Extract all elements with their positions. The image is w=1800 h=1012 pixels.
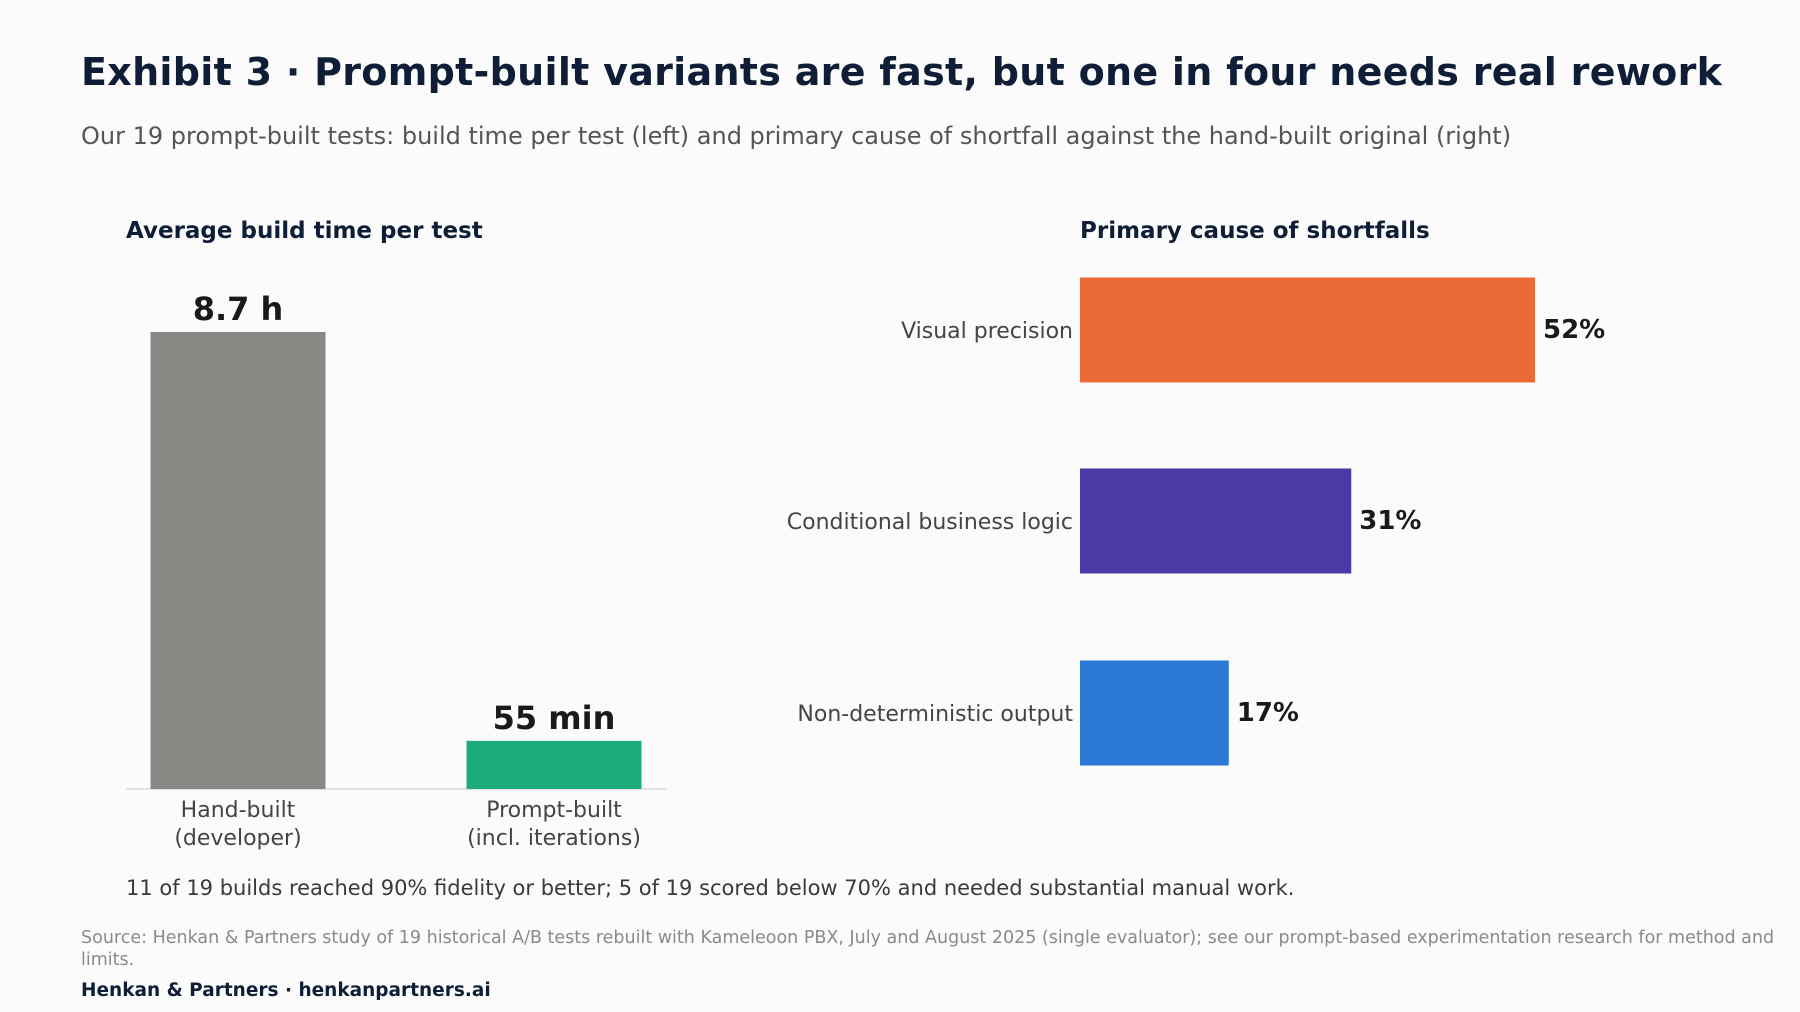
shortfall-panel-title: Primary cause of shortfalls bbox=[1080, 218, 1430, 244]
build-time-category-line: (developer) bbox=[174, 826, 301, 851]
shortfall-value-label-2: 31% bbox=[1359, 506, 1421, 536]
shortfall-category-label-2: Conditional business logic bbox=[787, 510, 1073, 535]
build-time-bar-2 bbox=[466, 740, 642, 789]
build-time-category-line: Prompt-built bbox=[486, 798, 622, 823]
shortfall-bar-1 bbox=[1080, 277, 1535, 383]
footer-brand: Henkan & Partners · henkanpartners.ai bbox=[81, 980, 491, 1001]
chart-title: Exhibit 3 · Prompt-built variants are fa… bbox=[81, 50, 1723, 94]
build-time-value-label-2: 55 min bbox=[493, 699, 616, 737]
build-time-value-label-1: 8.7 h bbox=[193, 290, 284, 328]
shortfall-bar-2 bbox=[1080, 468, 1352, 574]
chart-subtitle: Our 19 prompt-built tests: build time pe… bbox=[81, 122, 1512, 150]
build-time-category-line: (incl. iterations) bbox=[467, 826, 641, 851]
build-time-panel-title: Average build time per test bbox=[126, 218, 483, 244]
shortfall-bar-3 bbox=[1080, 660, 1229, 766]
shortfall-value-label-3: 17% bbox=[1237, 698, 1299, 728]
fidelity-note: 11 of 19 builds reached 90% fidelity or … bbox=[126, 876, 1295, 900]
source-note: Source: Henkan & Partners study of 19 hi… bbox=[81, 928, 1775, 970]
build-time-category-line: Hand-built bbox=[181, 798, 296, 823]
shortfall-category-label-1: Visual precision bbox=[901, 319, 1073, 344]
shortfall-category-label-3: Non-deterministic output bbox=[797, 702, 1073, 727]
shortfall-value-label-1: 52% bbox=[1543, 315, 1605, 345]
build-time-category-label-2: Prompt-built (incl. iterations) bbox=[467, 798, 641, 851]
build-time-bar-1 bbox=[150, 332, 326, 789]
build-time-category-label-1: Hand-built (developer) bbox=[174, 798, 301, 851]
